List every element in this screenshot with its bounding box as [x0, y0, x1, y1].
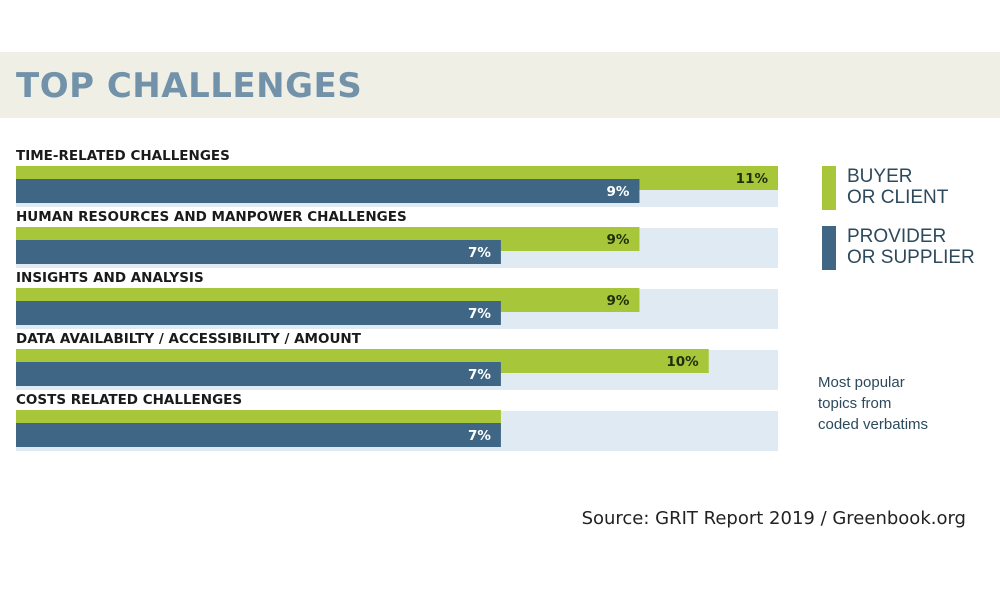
bar-provider	[16, 301, 501, 325]
bar-provider	[16, 423, 501, 447]
legend-swatch-buyer	[822, 166, 836, 210]
value-label-provider: 7%	[468, 367, 491, 383]
legend-swatch-provider	[822, 226, 836, 270]
category-group: HUMAN RESOURCES AND MANPOWER CHALLENGES 9…	[16, 209, 778, 268]
value-label-buyer: 9%	[607, 293, 630, 309]
bar-provider	[16, 240, 501, 264]
page-title: TOP CHALLENGES	[16, 66, 363, 106]
bar-provider	[16, 362, 501, 386]
legend-item-provider: PROVIDER OR SUPPLIER	[822, 226, 992, 272]
value-label-provider: 7%	[468, 306, 491, 322]
category-label: DATA AVAILABILTY / ACCESSIBILITY / AMOUN…	[16, 331, 362, 347]
value-label-buyer: 11%	[736, 171, 769, 187]
bar-provider	[16, 179, 640, 203]
category-group: COSTS RELATED CHALLENGES 7%	[16, 392, 778, 451]
header-band	[0, 52, 1000, 118]
category-group: DATA AVAILABILTY / ACCESSIBILITY / AMOUN…	[16, 331, 778, 390]
category-group: INSIGHTS AND ANALYSIS 9% 7%	[16, 270, 778, 329]
legend-label-buyer: BUYER OR CLIENT	[847, 166, 949, 208]
category-label: HUMAN RESOURCES AND MANPOWER CHALLENGES	[16, 209, 407, 225]
value-label-buyer: 9%	[607, 232, 630, 248]
value-label-buyer: 10%	[666, 354, 699, 370]
category-label: COSTS RELATED CHALLENGES	[16, 392, 242, 408]
value-label-provider: 7%	[468, 428, 491, 444]
category-label: TIME-RELATED CHALLENGES	[16, 148, 230, 164]
value-label-provider: 7%	[468, 245, 491, 261]
legend-item-buyer: BUYER OR CLIENT	[822, 166, 992, 212]
category-label: INSIGHTS AND ANALYSIS	[16, 270, 204, 286]
legend-label-provider: PROVIDER OR SUPPLIER	[847, 226, 975, 268]
chart-legend: BUYER OR CLIENT PROVIDER OR SUPPLIER	[822, 166, 992, 286]
source-credit: Source: GRIT Report 2019 / Greenbook.org	[581, 508, 966, 529]
chart-note: Most popular topics from coded verbatims	[818, 374, 929, 433]
category-group: TIME-RELATED CHALLENGES 11% 9%	[16, 148, 778, 207]
value-label-provider: 9%	[607, 184, 630, 200]
